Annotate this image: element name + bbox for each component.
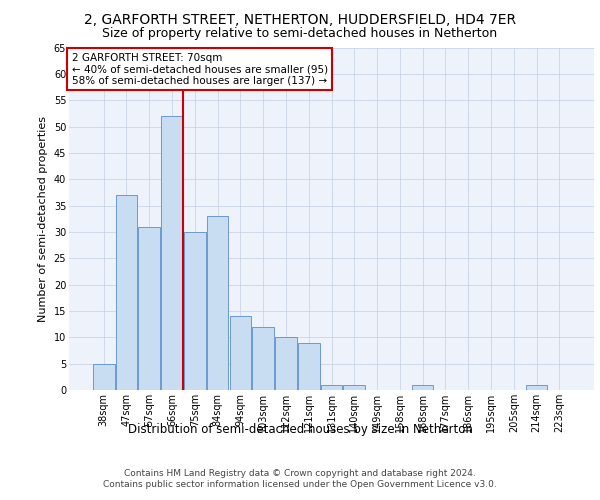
Bar bbox=[343, 384, 365, 390]
Text: Contains public sector information licensed under the Open Government Licence v3: Contains public sector information licen… bbox=[103, 480, 497, 489]
Y-axis label: Number of semi-detached properties: Number of semi-detached properties bbox=[38, 116, 48, 322]
Bar bbox=[93, 364, 115, 390]
Bar bbox=[412, 384, 433, 390]
Bar bbox=[230, 316, 251, 390]
Bar bbox=[526, 384, 547, 390]
Bar bbox=[116, 195, 137, 390]
Bar bbox=[184, 232, 206, 390]
Text: Contains HM Land Registry data © Crown copyright and database right 2024.: Contains HM Land Registry data © Crown c… bbox=[124, 468, 476, 477]
Text: 2, GARFORTH STREET, NETHERTON, HUDDERSFIELD, HD4 7ER: 2, GARFORTH STREET, NETHERTON, HUDDERSFI… bbox=[84, 12, 516, 26]
Bar bbox=[298, 342, 320, 390]
Bar bbox=[253, 327, 274, 390]
Bar bbox=[161, 116, 183, 390]
Bar bbox=[207, 216, 229, 390]
Text: 2 GARFORTH STREET: 70sqm
← 40% of semi-detached houses are smaller (95)
58% of s: 2 GARFORTH STREET: 70sqm ← 40% of semi-d… bbox=[71, 52, 328, 86]
Bar bbox=[320, 384, 343, 390]
Text: Size of property relative to semi-detached houses in Netherton: Size of property relative to semi-detach… bbox=[103, 28, 497, 40]
Bar bbox=[275, 338, 297, 390]
Text: Distribution of semi-detached houses by size in Netherton: Distribution of semi-detached houses by … bbox=[128, 422, 472, 436]
Bar bbox=[139, 226, 160, 390]
